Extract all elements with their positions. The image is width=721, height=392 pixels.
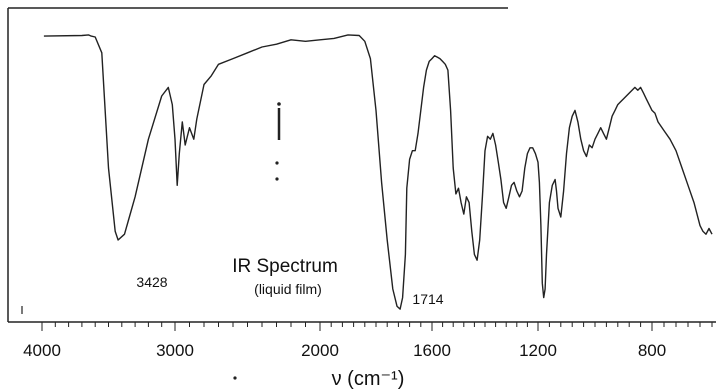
annotation-1714: 1714 xyxy=(412,291,443,307)
spectrum-line xyxy=(43,34,713,310)
chart-subtitle: (liquid film) xyxy=(254,281,322,297)
chart-title: IR Spectrum xyxy=(232,256,338,277)
annotation-3428: 3428 xyxy=(136,274,167,290)
x-axis-ticks xyxy=(41,322,713,331)
x-axis-tick-labels: 4000 3000 2000 1600 1200 800 xyxy=(23,341,666,360)
x-tick-label: 1200 xyxy=(519,341,557,360)
x-axis-label: ν (cm⁻¹) xyxy=(332,368,405,390)
x-tick-label: 4000 xyxy=(23,341,61,360)
x-tick-label: 2000 xyxy=(301,341,339,360)
x-tick-label: 800 xyxy=(638,341,666,360)
decorative-marks xyxy=(233,102,281,380)
x-tick-label: 1600 xyxy=(413,341,451,360)
x-tick-label: 3000 xyxy=(156,341,194,360)
plot-frame xyxy=(7,7,716,323)
